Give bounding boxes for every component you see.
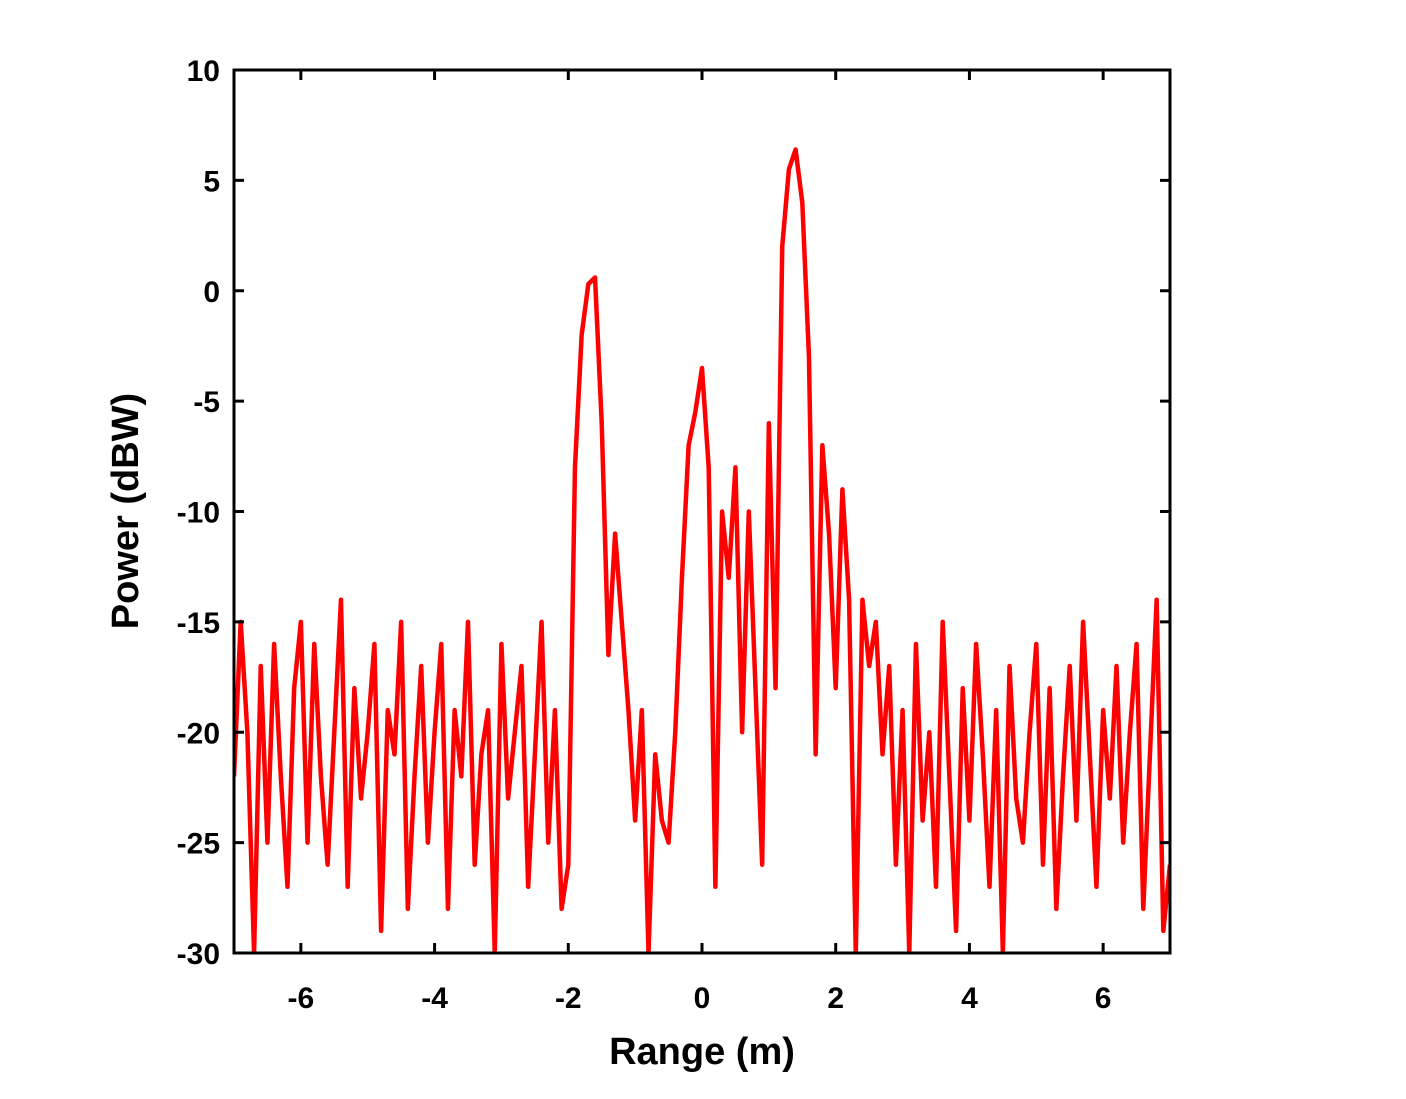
y-tick-label: 5	[203, 165, 220, 198]
x-tick-label: 6	[1095, 982, 1112, 1015]
x-tick-label: 0	[694, 982, 711, 1015]
y-tick-label: -15	[177, 607, 220, 640]
x-tick-label: 2	[827, 982, 844, 1015]
x-tick-label: -2	[555, 982, 582, 1015]
x-tick-label: 4	[961, 982, 978, 1015]
y-tick-label: -30	[177, 938, 220, 971]
y-tick-label: -10	[177, 497, 220, 530]
y-axis-label: Power (dBW)	[105, 393, 147, 629]
y-tick-label: -25	[177, 828, 220, 861]
data-line	[234, 147, 1170, 953]
y-tick-label: -20	[177, 717, 220, 750]
x-tick-label: -4	[421, 982, 448, 1015]
x-tick-label: -6	[288, 982, 315, 1015]
y-tick-label: -5	[193, 386, 220, 419]
y-tick-label: 0	[203, 276, 220, 309]
plot-frame	[232, 68, 1172, 955]
x-axis-label: Range (m)	[609, 1031, 795, 1073]
y-tick-label: 10	[187, 55, 220, 88]
